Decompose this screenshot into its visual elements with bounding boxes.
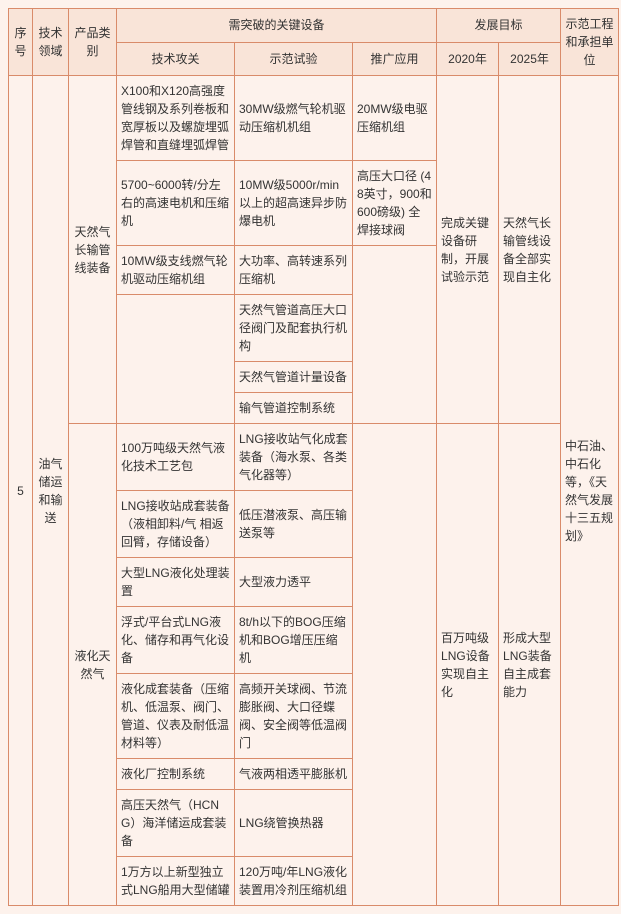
th-field: 技术领域	[33, 9, 69, 76]
th-key-equipment: 需突破的关键设备	[117, 9, 437, 43]
cell-demo: 高频开关球阀、节流膨胀阀、大口径蝶阀、安全阀等低温阀门	[235, 674, 353, 759]
table-row: 液化天然气 100万吨级天然气液化技术工艺包 LNG接收站气化成套装备（海水泵、…	[9, 424, 619, 491]
cell-tech: X100和X120高强度管线钢及系列卷板和宽厚板以及螺旋埋弧焊管和直缝埋弧焊管	[117, 76, 235, 161]
cell-app: 高压大口径 (48英寸，900和600磅级) 全焊接球阀	[353, 161, 437, 246]
cell-tech: 液化厂控制系统	[117, 759, 235, 790]
th-demo-project: 示范工程和承担单位	[561, 9, 619, 76]
cell-demo: 输气管道控制系统	[235, 393, 353, 424]
cell-tech: 100万吨级天然气液化技术工艺包	[117, 424, 235, 491]
cell-app-empty-b	[353, 424, 437, 906]
cell-demo: 大功率、高转速系列压缩机	[235, 246, 353, 295]
cell-tech: 高压天然气（HCNG）海洋储运成套装备	[117, 790, 235, 857]
cell-demo: 30MW级燃气轮机驱动压缩机机组	[235, 76, 353, 161]
cell-product-a: 天然气长输管线装备	[69, 76, 117, 424]
cell-unit: 中石油、中石化等，《天然气发展十三五规划》	[561, 76, 619, 906]
th-app: 推广应用	[353, 42, 437, 76]
th-tech: 技术攻关	[117, 42, 235, 76]
cell-2020-b: 百万吨级LNG设备实现自主化	[437, 424, 499, 906]
equipment-table: 序号 技术领域 产品类别 需突破的关键设备 发展目标 示范工程和承担单位 技术攻…	[8, 8, 619, 906]
th-dev-target: 发展目标	[437, 9, 561, 43]
cell-app: 20MW级电驱压缩机组	[353, 76, 437, 161]
cell-demo: 8t/h以下的BOG压缩机和BOG增压压缩机	[235, 607, 353, 674]
cell-tech-empty	[117, 295, 235, 424]
cell-demo: 大型液力透平	[235, 558, 353, 607]
cell-tech: 5700~6000转/分左右的高速电机和压缩机	[117, 161, 235, 246]
cell-tech: 浮式/平台式LNG液化、储存和再气化设备	[117, 607, 235, 674]
cell-demo: 10MW级5000r/min以上的超高速异步防爆电机	[235, 161, 353, 246]
th-2025: 2025年	[499, 42, 561, 76]
th-2020: 2020年	[437, 42, 499, 76]
th-demo: 示范试验	[235, 42, 353, 76]
cell-demo: 天然气管道计量设备	[235, 362, 353, 393]
cell-tech: 10MW级支线燃气轮机驱动压缩机组	[117, 246, 235, 295]
cell-2020-a: 完成关键设备研制，开展试验示范	[437, 76, 499, 424]
cell-2025-b: 形成大型LNG装备自主成套能力	[499, 424, 561, 906]
cell-demo: 天然气管道高压大口径阀门及配套执行机构	[235, 295, 353, 362]
cell-demo: LNG接收站气化成套装备（海水泵、各类气化器等）	[235, 424, 353, 491]
cell-app-empty	[353, 246, 437, 424]
cell-2025-a: 天然气长输管线设备全部实现自主化	[499, 76, 561, 424]
cell-demo: LNG绕管换热器	[235, 790, 353, 857]
cell-tech: LNG接收站成套装备（液相卸料/气 相返回臂，存储设备）	[117, 491, 235, 558]
th-seq: 序号	[9, 9, 33, 76]
cell-product-b: 液化天然气	[69, 424, 117, 906]
cell-field: 油气储运和输送	[33, 76, 69, 906]
cell-demo: 低压潜液泵、高压输送泵等	[235, 491, 353, 558]
cell-tech: 大型LNG液化处理装置	[117, 558, 235, 607]
th-product: 产品类别	[69, 9, 117, 76]
cell-demo: 120万吨/年LNG液化装置用冷剂压缩机组	[235, 857, 353, 906]
cell-tech: 1万方以上新型独立式LNG船用大型储罐	[117, 857, 235, 906]
table-row: 5 油气储运和输送 天然气长输管线装备 X100和X120高强度管线钢及系列卷板…	[9, 76, 619, 161]
cell-tech: 液化成套装备（压缩机、低温泵、阀门、管道、仪表及耐低温材料等）	[117, 674, 235, 759]
cell-demo: 气液两相透平膨胀机	[235, 759, 353, 790]
cell-seq: 5	[9, 76, 33, 906]
